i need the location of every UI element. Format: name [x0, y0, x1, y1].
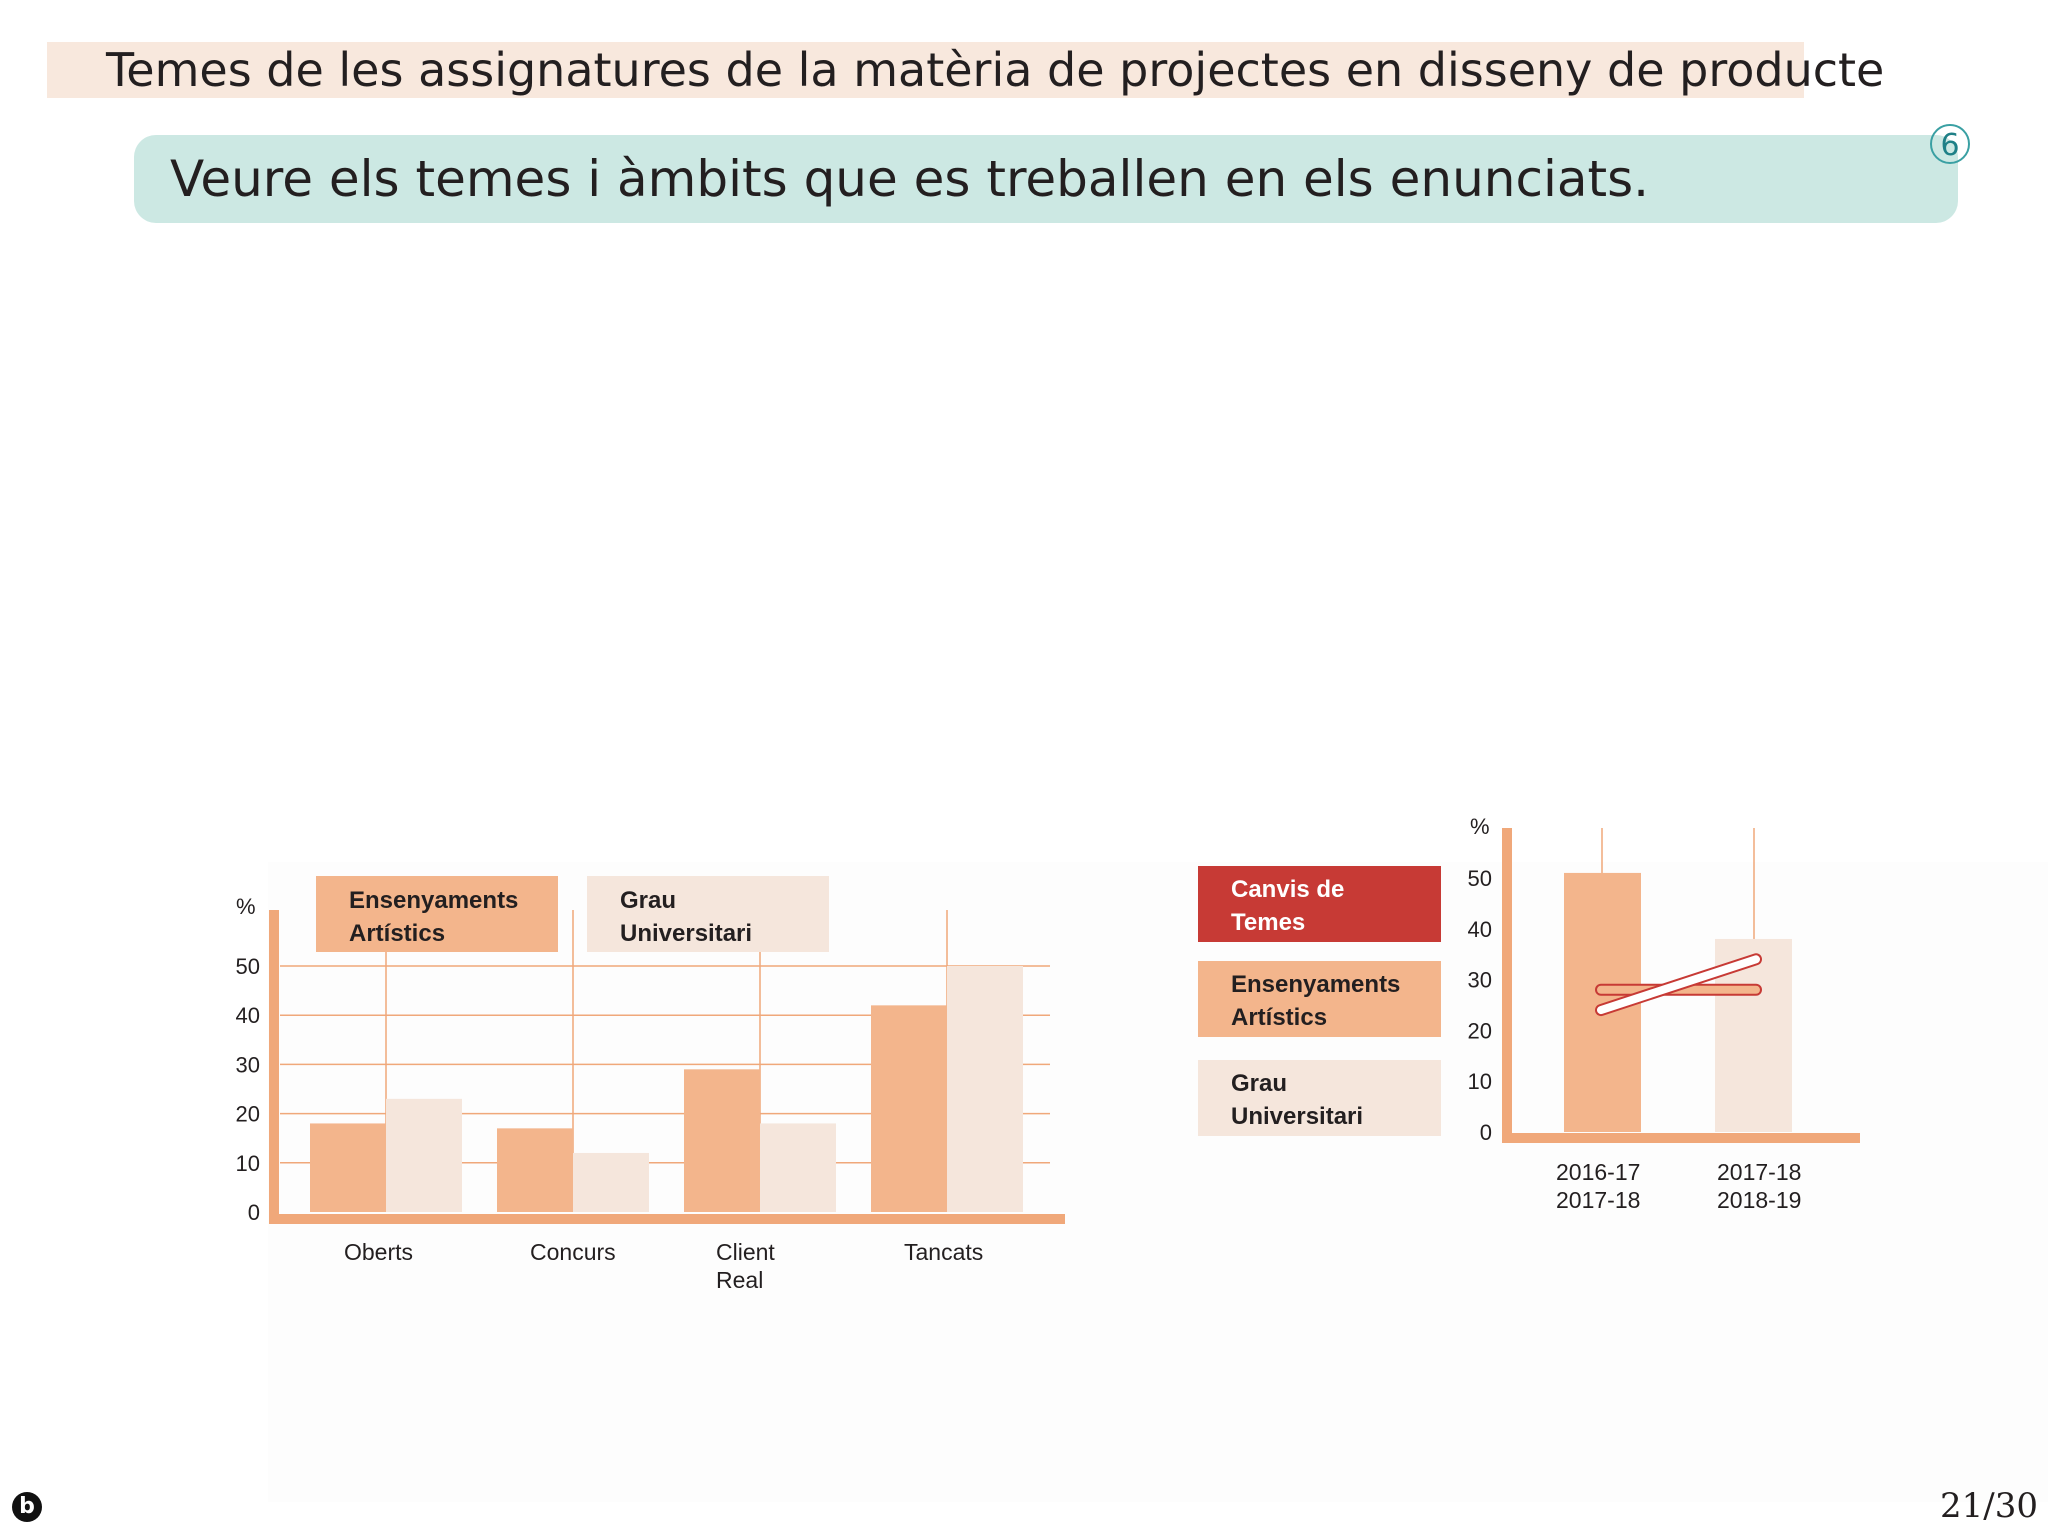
x-category-label: Client Real [716, 1239, 775, 1293]
legend-swatch [587, 876, 829, 952]
y-tick-label: 10 [1468, 1069, 1492, 1094]
step-number-badge: 6 [1930, 124, 1970, 164]
y-tick-label: 30 [236, 1052, 260, 1077]
x-category-label: Tancats [904, 1239, 983, 1265]
legend-label: Ensenyaments Artístics [1231, 971, 1400, 1031]
y-tick-label: 40 [1468, 917, 1492, 942]
y-tick-label: 50 [236, 954, 260, 979]
trend-rising [1597, 955, 1760, 1015]
x-category-label: 2016-17 2017-18 [1556, 1159, 1640, 1213]
publisher-logo-icon: b [12, 1492, 42, 1522]
y-tick-label: 40 [236, 1003, 260, 1028]
page-title: Temes de les assignatures de la matèria … [106, 43, 1885, 97]
legend-swatch [1198, 1060, 1441, 1136]
x-category-label: Oberts [344, 1239, 413, 1265]
legend-title: Canvis de Temes [1231, 876, 1344, 936]
y-axis [269, 910, 279, 1224]
x-category-label: 2017-18 2018-19 [1717, 1159, 1801, 1213]
y-axis [1502, 828, 1512, 1142]
x-axis [1502, 1133, 1860, 1143]
subtitle-box [134, 135, 1958, 223]
y-unit-label: % [1470, 814, 1490, 839]
legend-label: Grau Universitari [620, 887, 752, 947]
y-tick-label: 0 [248, 1200, 260, 1225]
legend-swatch-canvis [1198, 866, 1441, 942]
y-tick-label: 0 [1480, 1120, 1492, 1145]
legend-label: Grau Universitari [1231, 1070, 1363, 1130]
x-axis [269, 1214, 1065, 1224]
bar-ensenyaments [871, 1005, 947, 1212]
y-tick-label: 50 [1468, 866, 1492, 891]
bar-grau [573, 1152, 649, 1212]
bar-ensenyaments [310, 1123, 386, 1212]
legend-swatch [316, 876, 558, 952]
legend-swatch [1198, 961, 1441, 1037]
y-unit-label: % [236, 894, 256, 919]
y-tick-label: 30 [1468, 968, 1492, 993]
bar-grau [386, 1098, 462, 1212]
y-tick-label: 20 [1468, 1018, 1492, 1043]
bar-ensenyaments [497, 1128, 573, 1212]
page-subtitle: Veure els temes i àmbits que es treballe… [170, 150, 1650, 208]
legend-label: Ensenyaments Artístics [349, 887, 518, 947]
y-tick-label: 20 [236, 1102, 260, 1127]
bar-ensenyaments [684, 1069, 760, 1212]
page-number: 21/30 [1940, 1486, 2038, 1526]
bar-grau [947, 966, 1023, 1212]
title-band [47, 42, 1804, 98]
x-category-label: Concurs [530, 1239, 616, 1265]
y-tick-label: 10 [236, 1151, 260, 1176]
bar-grau [760, 1123, 836, 1212]
